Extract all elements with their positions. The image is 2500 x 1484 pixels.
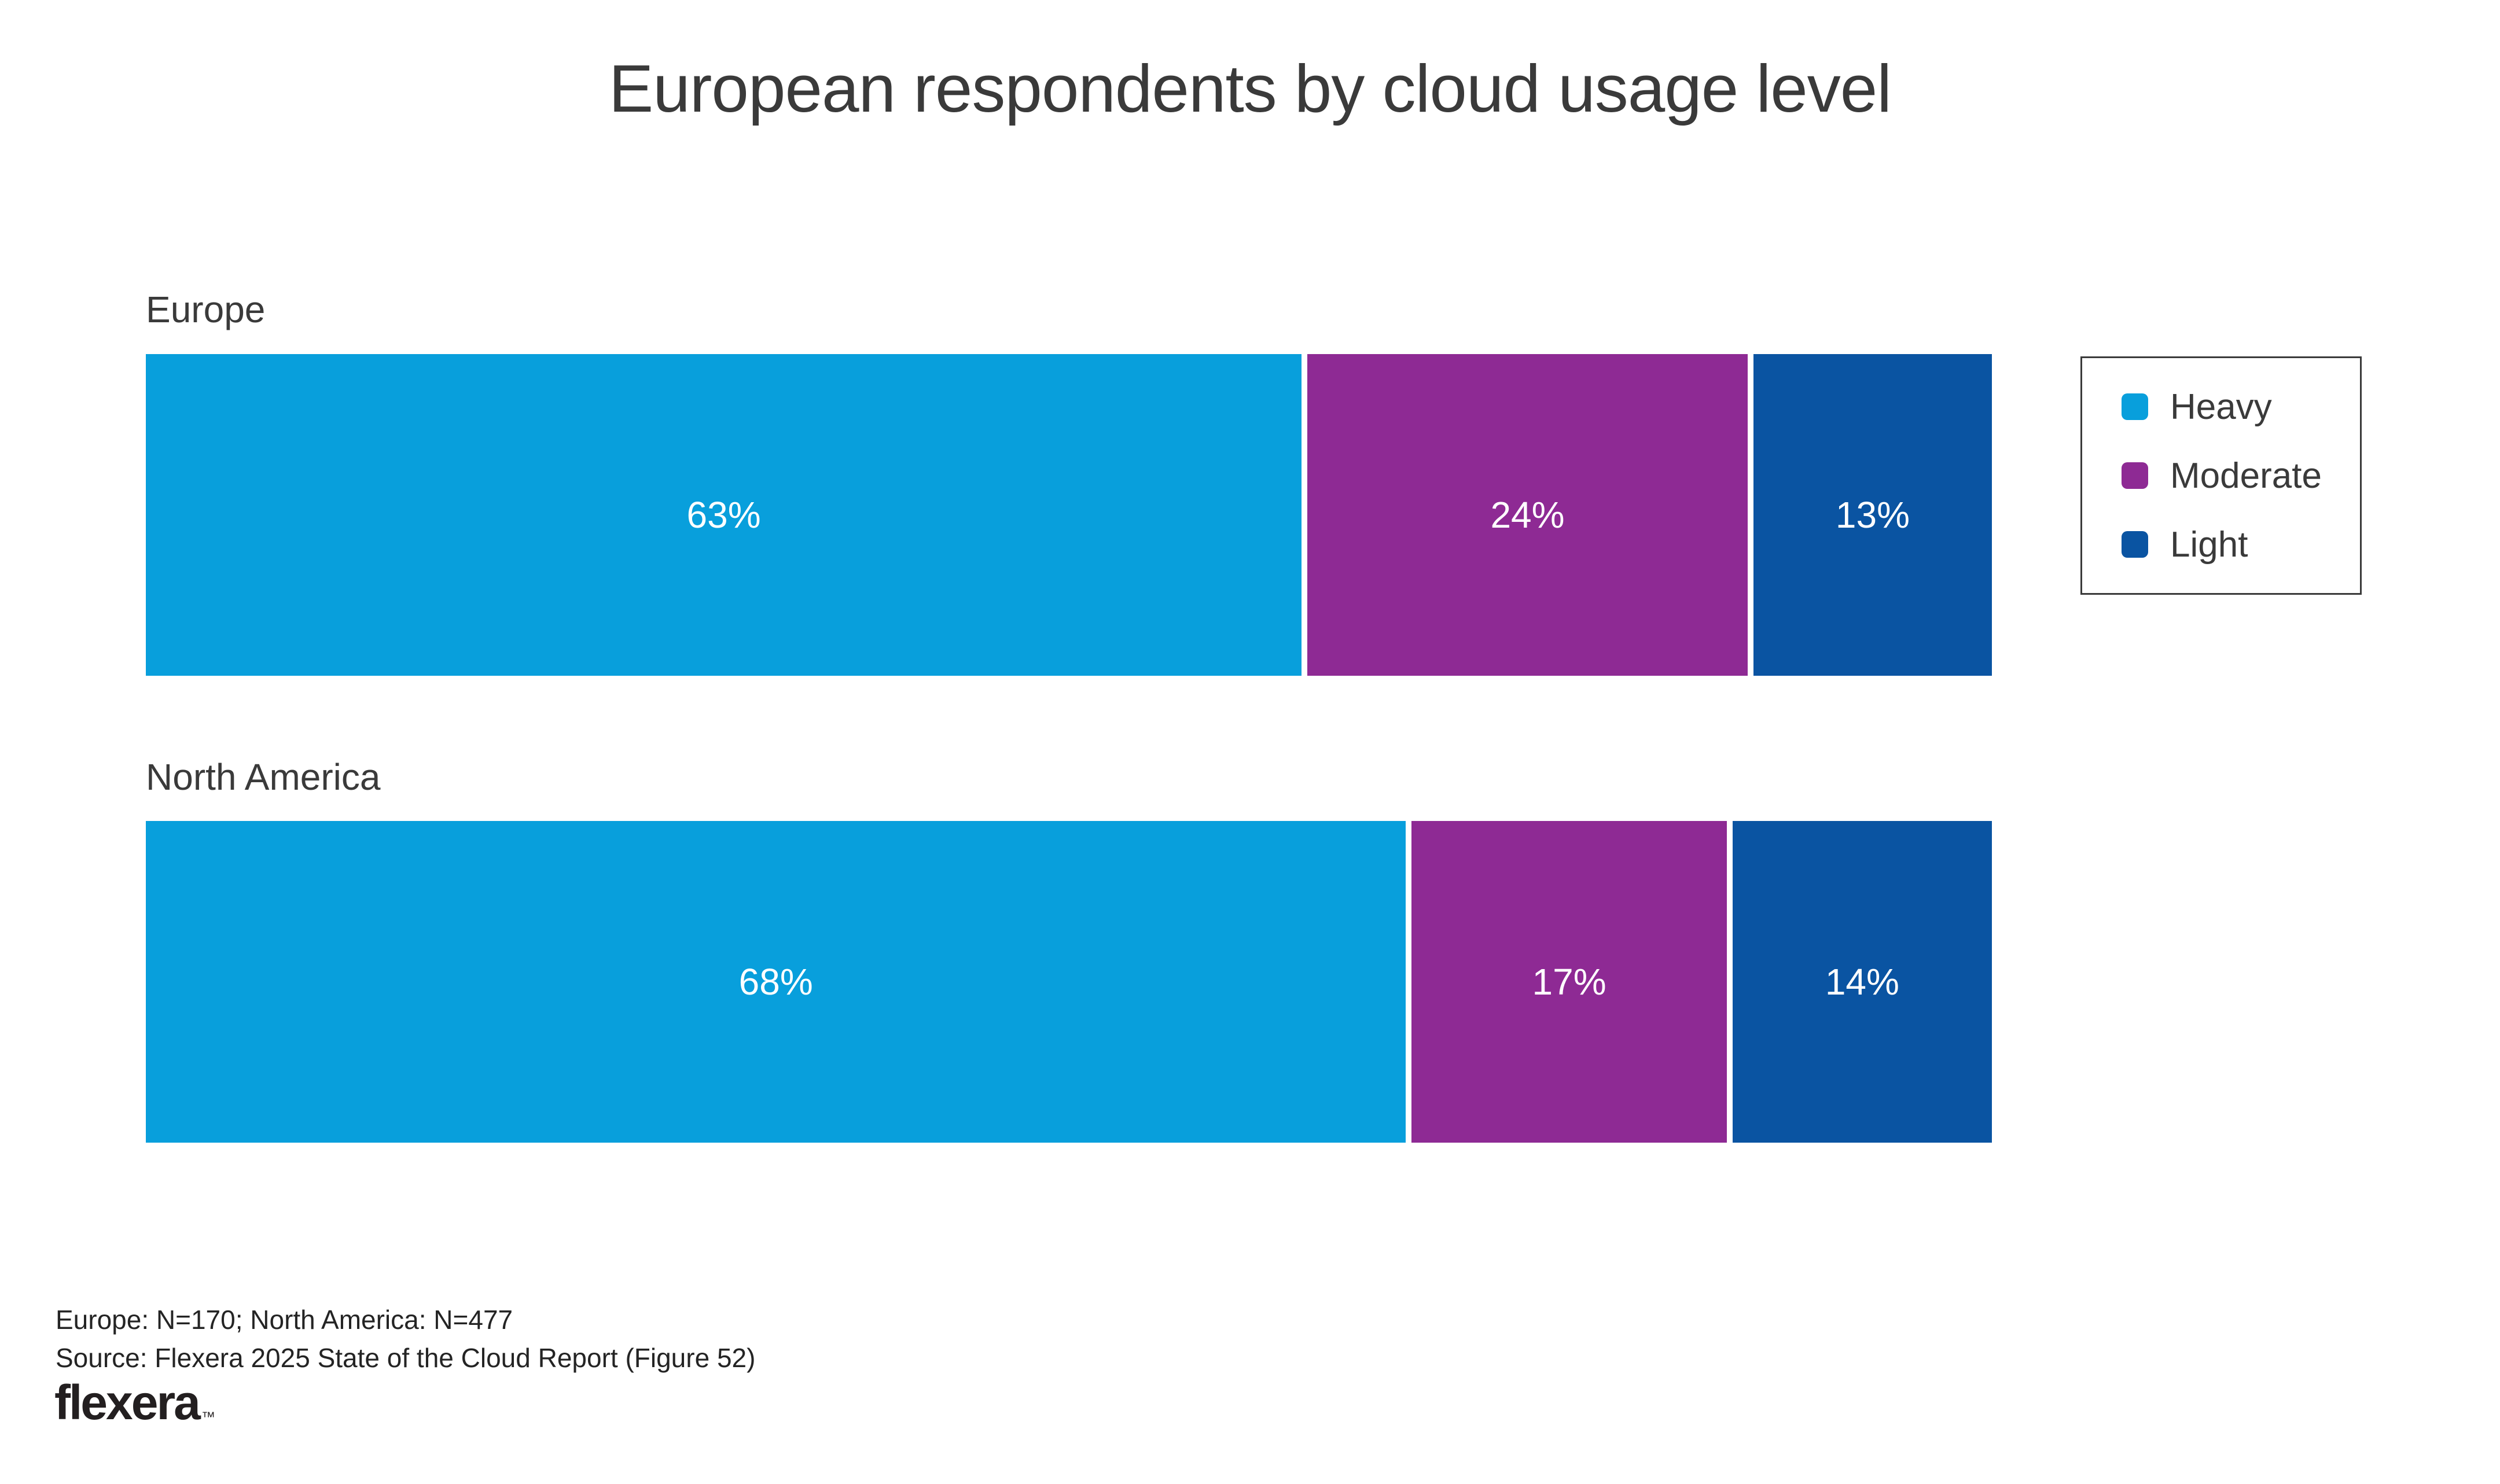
source-note: Source: Flexera 2025 State of the Cloud … [56, 1343, 756, 1373]
flexera-logo: flexera ™ [54, 1378, 215, 1427]
bar-europe-value-moderate: 24% [1490, 494, 1565, 536]
bar-europe-value-light: 13% [1835, 494, 1910, 536]
legend-swatch-heavy-icon [2122, 393, 2148, 420]
bar-europe-segment-moderate: 24% [1307, 354, 1748, 676]
legend-label-moderate: Moderate [2170, 455, 2322, 496]
legend-label-heavy: Heavy [2170, 386, 2272, 427]
legend-label-light: Light [2170, 524, 2248, 565]
bar-north-america-segment-moderate: 17% [1411, 821, 1727, 1143]
category-label-north-america: North America [146, 756, 381, 798]
bar-north-america-value-light: 14% [1825, 961, 1899, 1003]
legend-item-light: Light [2122, 524, 2360, 565]
bar-north-america-value-heavy: 68% [738, 961, 813, 1003]
legend-swatch-moderate-icon [2122, 462, 2148, 489]
bar-north-america-segment-light: 14% [1732, 821, 1992, 1143]
bar-north-america-segment-heavy: 68% [146, 821, 1406, 1143]
bar-europe-value-heavy: 63% [686, 494, 761, 536]
bar-europe-segment-heavy: 63% [146, 354, 1302, 676]
legend-item-moderate: Moderate [2122, 455, 2360, 496]
bar-north-america-value-moderate: 17% [1532, 961, 1606, 1003]
chart-title: European respondents by cloud usage leve… [608, 51, 1892, 126]
legend-swatch-light-icon [2122, 531, 2148, 558]
bar-europe: 63% 24% 13% [146, 354, 1992, 676]
category-label-europe: Europe [146, 289, 266, 330]
legend: Heavy Moderate Light [2080, 356, 2362, 595]
bar-europe-segment-light: 13% [1753, 354, 1992, 676]
legend-item-heavy: Heavy [2122, 386, 2360, 428]
flexera-logo-text: flexera [54, 1375, 201, 1430]
sample-size-note: Europe: N=170; North America: N=477 [56, 1305, 513, 1335]
bar-north-america: 68% 17% 14% [146, 821, 1992, 1143]
trademark-symbol: ™ [201, 1409, 215, 1425]
